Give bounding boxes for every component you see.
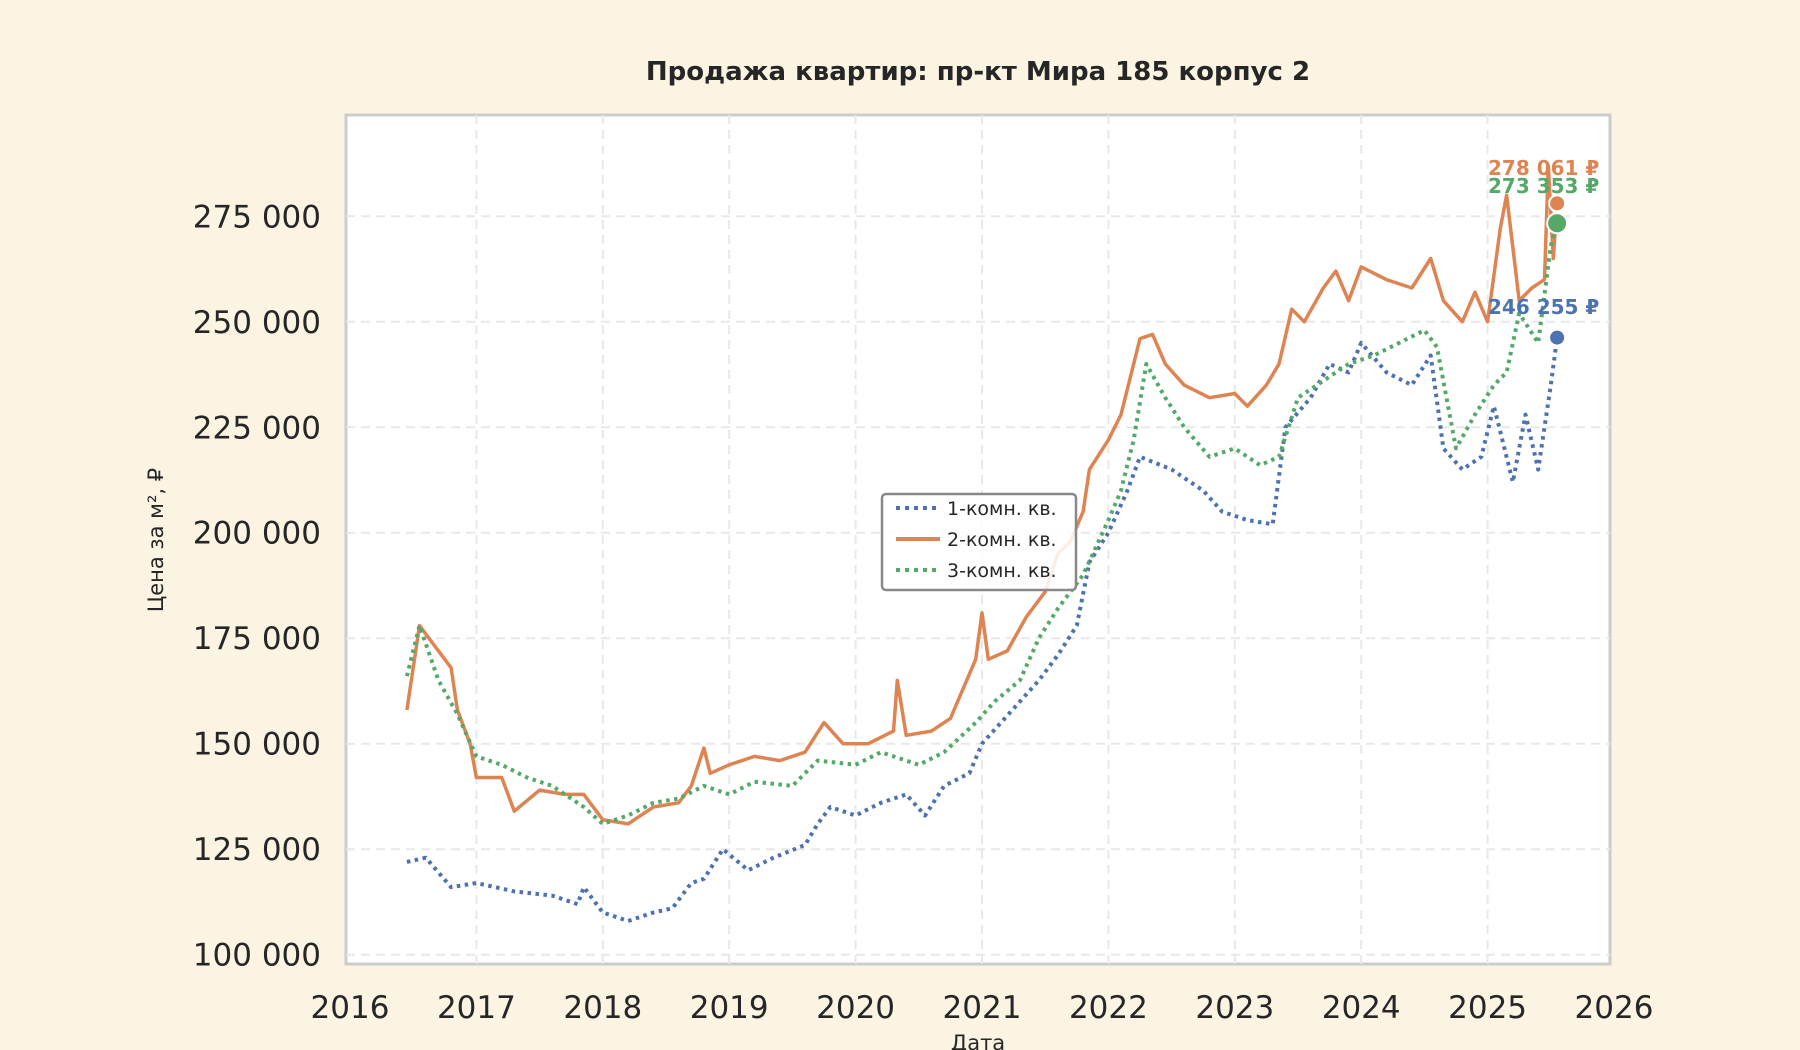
last-value-point bbox=[1546, 212, 1569, 235]
y-tick-label: 175 000 bbox=[193, 621, 321, 657]
x-tick-label: 2025 bbox=[1448, 990, 1527, 1026]
y-tick-label: 275 000 bbox=[193, 199, 321, 235]
legend-label: 3-комн. кв. bbox=[947, 560, 1057, 582]
series-line-3 bbox=[404, 222, 1560, 826]
y-axis-label: Цена за м², ₽ bbox=[144, 468, 168, 612]
y-tick-label: 200 000 bbox=[193, 516, 321, 552]
x-tick-label: 2022 bbox=[1069, 990, 1148, 1026]
x-tick-label: 2018 bbox=[563, 990, 642, 1026]
legend-label: 2-комн. кв. bbox=[947, 529, 1057, 551]
x-tick-label: 2024 bbox=[1322, 990, 1401, 1026]
x-tick-label: 2023 bbox=[1195, 990, 1274, 1026]
x-tick-label: 2017 bbox=[437, 990, 516, 1026]
x-axis-label: Дата bbox=[951, 1031, 1005, 1050]
x-tick-label: 2026 bbox=[1575, 990, 1654, 1026]
last-value-point bbox=[1548, 194, 1567, 213]
y-tick-label: 225 000 bbox=[193, 410, 321, 446]
legend-label: 1-комн. кв. bbox=[947, 498, 1057, 520]
last-value-label: 273 353 ₽ bbox=[1488, 174, 1599, 198]
x-tick-label: 2016 bbox=[311, 990, 390, 1026]
legend: 1-комн. кв. 2-комн. кв. 3-комн. кв. bbox=[880, 492, 1078, 592]
series-line-2 bbox=[405, 163, 1559, 826]
y-tick-label: 100 000 bbox=[193, 938, 321, 974]
last-value-label: 278 061 ₽ bbox=[1488, 156, 1599, 180]
y-tick-label: 150 000 bbox=[193, 727, 321, 763]
x-tick-label: 2021 bbox=[943, 990, 1022, 1026]
y-tick-label: 125 000 bbox=[193, 832, 321, 868]
x-tick-label: 2020 bbox=[816, 990, 895, 1026]
chart-title: Продажа квартир: пр-кт Мира 185 корпус 2 bbox=[646, 57, 1310, 87]
last-value-label: 246 255 ₽ bbox=[1488, 295, 1599, 319]
x-tick-label: 2019 bbox=[690, 990, 769, 1026]
y-tick-label: 250 000 bbox=[193, 305, 321, 341]
last-value-point bbox=[1548, 328, 1567, 347]
